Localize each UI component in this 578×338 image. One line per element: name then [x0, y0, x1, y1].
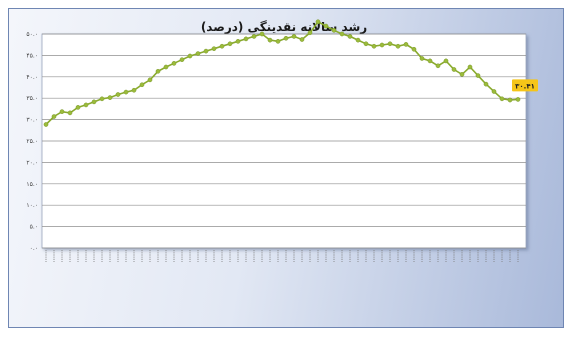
data-point: [371, 43, 377, 49]
data-point: [179, 57, 185, 62]
data-point: [291, 34, 297, 39]
data-point: [195, 51, 201, 56]
data-point: [75, 105, 81, 110]
data-point: [331, 28, 337, 33]
data-point: [43, 122, 49, 127]
y-tick-label: ۵۰.۰: [26, 31, 38, 38]
data-point: [59, 109, 65, 114]
data-point: [107, 95, 113, 100]
chart-title: رشد سالانه نقدینگی (درصد): [201, 20, 367, 34]
data-point: [227, 41, 233, 47]
data-point: [283, 35, 289, 41]
data-point: [507, 97, 513, 103]
y-tick-label: ۴۵.۰: [26, 52, 38, 59]
y-tick-label: ۲۵.۰: [26, 138, 38, 145]
data-point: [395, 43, 401, 49]
data-point: [123, 89, 129, 95]
y-tick-label: ۰.۰: [30, 245, 38, 252]
data-point: [307, 30, 313, 36]
data-point: [51, 114, 57, 119]
data-point: [91, 99, 97, 105]
data-point: [403, 42, 409, 47]
end-value-text: ۳۰.۴۱: [515, 82, 535, 90]
y-tick-label: ۵.۰: [30, 224, 38, 231]
data-point: [459, 72, 465, 77]
y-tick-label: ۴۰.۰: [26, 74, 38, 81]
end-value-label: ۳۰.۴۱: [512, 79, 538, 92]
data-point: [339, 31, 345, 37]
data-point: [219, 43, 225, 49]
y-tick-label: ۳۰.۰: [26, 117, 38, 124]
data-point: [483, 81, 489, 87]
data-point: [499, 96, 505, 102]
data-point: [99, 96, 105, 102]
data-point: [475, 73, 481, 78]
data-point: [211, 46, 217, 51]
data-point: [115, 92, 121, 97]
data-point: [451, 67, 457, 72]
y-axis-ticks: ۰.۰ ۵.۰ ۱۰.۰ ۱۵.۰ ۲۰.۰ ۲۵.۰ ۳۰.۰ ۳۵.۰ ۴۰.۰ ۴۵.۰ ۵۰…: [26, 31, 38, 252]
series-markers: [43, 19, 521, 127]
data-point: [243, 36, 249, 42]
data-point: [299, 37, 305, 42]
data-point: [251, 34, 257, 39]
data-point: [347, 34, 353, 39]
gridlines: [42, 33, 526, 249]
data-point: [147, 77, 153, 83]
data-point: [419, 56, 425, 61]
data-point: [467, 64, 473, 70]
data-point: [323, 23, 329, 29]
y-tick-label: ۱۰.۰: [26, 202, 38, 209]
data-point: [355, 37, 361, 43]
data-point: [203, 48, 209, 54]
data-point: [187, 53, 193, 59]
data-point: [275, 39, 281, 44]
data-point: [131, 87, 137, 93]
data-point: [387, 41, 393, 47]
data-point: [67, 110, 73, 116]
data-point: [155, 68, 161, 74]
data-point: [435, 63, 441, 69]
data-point: [267, 37, 273, 43]
end-value-box: [512, 79, 538, 92]
x-axis-ticks: [45, 250, 519, 262]
data-point: [515, 97, 521, 102]
y-tick-label: ۳۵.۰: [26, 95, 38, 102]
y-tick-label: ۱۵.۰: [26, 181, 38, 188]
data-point: [411, 46, 417, 52]
data-point: [171, 61, 177, 66]
data-point: [315, 19, 321, 25]
data-point: [235, 39, 241, 44]
data-point: [363, 41, 369, 47]
data-point: [139, 82, 145, 88]
data-point: [163, 64, 169, 70]
data-point: [427, 58, 433, 64]
data-point: [443, 58, 449, 64]
data-point: [379, 42, 385, 48]
y-tick-label: ۲۰.۰: [26, 159, 38, 166]
data-point: [259, 31, 265, 37]
data-point: [83, 102, 89, 108]
data-point: [491, 89, 497, 94]
